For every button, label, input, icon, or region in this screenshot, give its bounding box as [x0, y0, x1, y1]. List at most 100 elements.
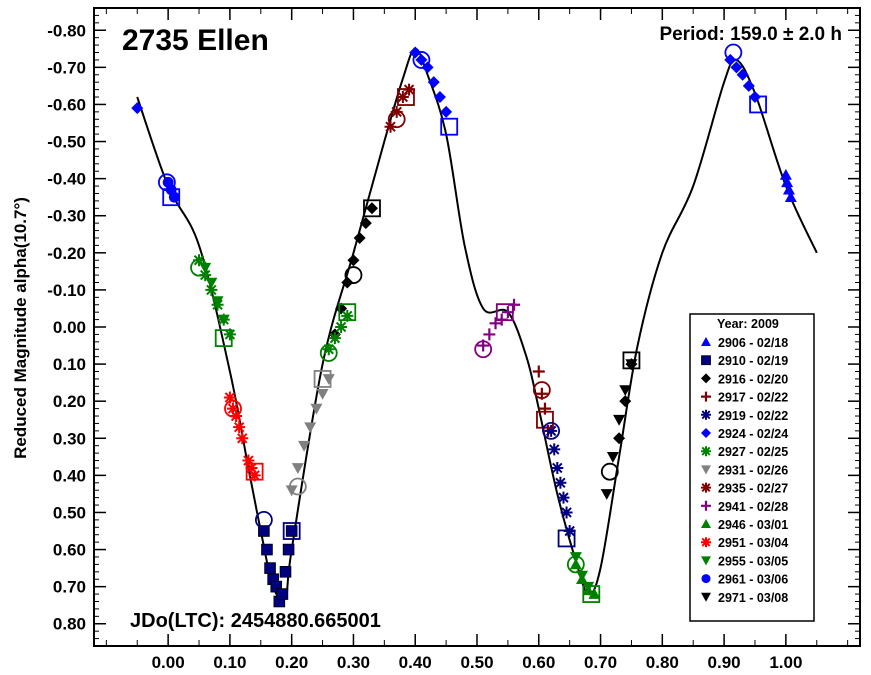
y-tick-label: 0.10 — [53, 355, 86, 374]
data-point-s11 — [245, 461, 258, 474]
legend-label: 2971 - 03/08 — [718, 591, 788, 605]
session-marker — [313, 370, 332, 388]
data-point-s12 — [582, 581, 595, 593]
legend-marker — [701, 519, 711, 528]
legend-marker — [701, 446, 711, 457]
data-point-s7 — [304, 422, 317, 434]
data-point-s4 — [551, 461, 564, 474]
data-point-s2 — [353, 231, 366, 244]
legend-box — [689, 313, 815, 622]
x-tick-label: 0.00 — [152, 653, 185, 672]
data-point-s2 — [347, 254, 360, 267]
y-tick-label: 0.70 — [53, 578, 86, 597]
legend-label: 2927 - 02/25 — [718, 445, 788, 459]
data-point-s4 — [548, 443, 561, 456]
data-point-s6 — [223, 328, 236, 341]
data-point-s3 — [532, 365, 545, 378]
data-point-s4 — [545, 424, 558, 437]
data-point-s7 — [310, 403, 323, 415]
data-point-s4 — [557, 491, 570, 504]
legend-items: 2906 - 02/18 2910 - 02/19 2916 - 02/20 2917… — [701, 336, 788, 605]
session-marker — [532, 381, 551, 399]
x-tick-label: 1.00 — [769, 653, 802, 672]
data-point-s5 — [409, 46, 422, 59]
axis-ticks — [94, 7, 860, 647]
legend-marker — [701, 409, 711, 420]
session-marker — [474, 340, 493, 359]
data-point-s6 — [328, 332, 341, 345]
data-point-s7 — [298, 440, 311, 452]
data-point-s1 — [270, 580, 283, 593]
data-point-s11 — [236, 432, 249, 445]
data-point-s0 — [784, 191, 797, 202]
data-point-s7 — [322, 374, 335, 385]
y-tick-label: -0.20 — [47, 244, 86, 263]
legend-marker — [701, 592, 711, 602]
data-point-s7 — [316, 388, 329, 400]
legend-label: 2935 - 02/27 — [718, 482, 788, 496]
session-marker — [363, 199, 381, 218]
period-label: Period: 159.0 ± 2.0 h — [659, 24, 842, 45]
x-tick-label: 0.60 — [522, 653, 555, 672]
legend-marker — [701, 428, 711, 438]
data-point-s12 — [217, 314, 230, 326]
data-point-s0 — [779, 168, 792, 180]
y-axis-label: Reduced Magnitude alpha(10.7°) — [11, 197, 30, 459]
legend-label: 2961 - 03/06 — [718, 573, 788, 587]
legend-label: 2955 - 03/05 — [718, 554, 788, 568]
session-marker — [600, 462, 619, 481]
session-marker — [214, 329, 233, 348]
session-marker — [254, 510, 273, 529]
data-point-s12 — [211, 296, 224, 308]
session-marker — [724, 43, 743, 62]
legend-label: 2924 - 02/24 — [718, 427, 788, 441]
y-tick-label: 0.20 — [53, 392, 86, 411]
data-point-s5 — [131, 102, 144, 115]
session-marker — [495, 303, 514, 322]
legend-label: 2917 - 02/22 — [718, 391, 788, 405]
legend-marker — [701, 391, 711, 402]
session-marker — [749, 95, 767, 114]
session-marker — [319, 344, 338, 362]
data-point-s1 — [282, 543, 295, 556]
data-point-s5 — [730, 61, 743, 74]
fit-curve — [136, 47, 818, 602]
data-point-s2 — [365, 202, 378, 215]
data-point-s5 — [427, 76, 440, 89]
data-point-s12 — [569, 552, 582, 563]
data-point-s7 — [291, 463, 304, 474]
y-tick-label: 0.80 — [53, 615, 86, 634]
legend-marker — [701, 465, 711, 475]
session-marker — [224, 399, 242, 418]
session-start-markers — [157, 43, 767, 603]
legend-label: 2910 - 02/19 — [718, 354, 788, 368]
legend-label: 2919 - 02/22 — [718, 409, 788, 423]
y-tick-label: -0.70 — [47, 58, 86, 77]
data-point-s9 — [483, 328, 496, 341]
session-marker — [542, 421, 561, 440]
session-marker — [622, 351, 641, 370]
x-tick-label: 0.50 — [460, 653, 493, 672]
legend-label: 2946 - 03/01 — [718, 518, 788, 532]
y-tick-label: -0.40 — [47, 170, 86, 189]
data-point-s5 — [440, 105, 453, 118]
session-marker — [344, 266, 363, 284]
epoch-label: JDo(LTC): 2454880.665001 — [130, 610, 381, 632]
legend-marker — [701, 337, 711, 346]
x-tick-label: 0.10 — [213, 653, 246, 672]
data-point-s1 — [279, 566, 292, 578]
y-tick-label: -0.10 — [47, 281, 86, 300]
legend-marker — [701, 373, 711, 384]
data-point-s6 — [341, 309, 354, 322]
legend-label: 2941 - 02/28 — [718, 500, 788, 514]
x-tick-label: 0.30 — [337, 653, 370, 672]
data-point-s2 — [359, 217, 372, 230]
session-marker — [387, 110, 406, 129]
y-tick-label: 0.00 — [53, 318, 86, 337]
data-point-s1 — [264, 562, 276, 574]
data-point-s6 — [335, 321, 348, 333]
data-point-s2 — [619, 395, 632, 408]
y-tick-label: -0.80 — [47, 21, 86, 40]
data-point-s12 — [205, 277, 218, 289]
data-point-s10 — [588, 588, 601, 599]
